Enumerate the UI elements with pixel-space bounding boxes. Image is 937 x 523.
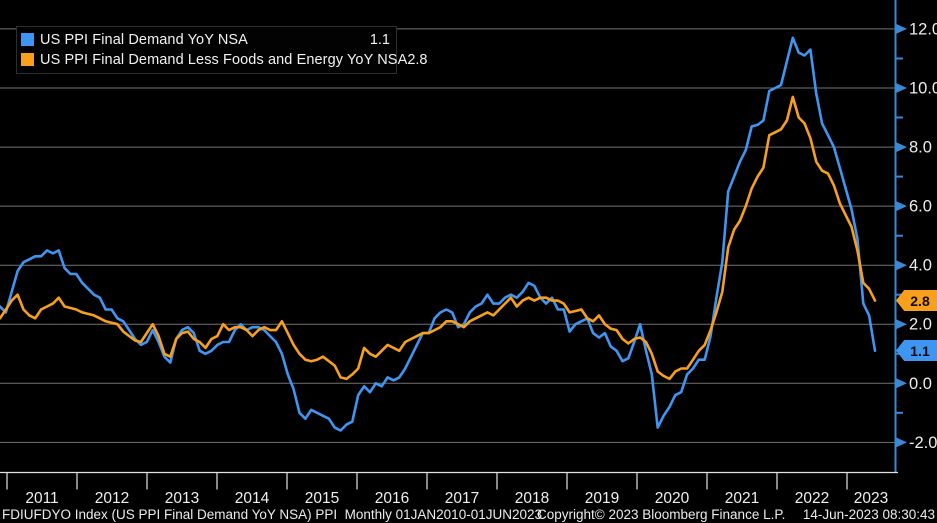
y-axis-tick	[896, 23, 907, 34]
series-line-core-ppi-yoy	[0, 95, 877, 381]
last-value-badge-core-ppi: 2.8	[896, 290, 937, 311]
x-axis-year-label: 2016	[375, 490, 409, 507]
status-bar: FDIUFDYO Index (US PPI Final Demand YoY …	[0, 505, 937, 523]
y-axis-tick	[896, 142, 907, 153]
x-axis-year-label: 2019	[585, 490, 619, 507]
x-axis-year-label: 2017	[445, 490, 479, 507]
legend-row-ppi-yoy[interactable]: US PPI Final Demand YoY NSA 1.1	[21, 30, 390, 49]
legend-label-core-ppi-yoy: US PPI Final Demand Less Foods and Energ…	[40, 51, 408, 68]
chart-legend: US PPI Final Demand YoY NSA 1.1 US PPI F…	[16, 26, 428, 74]
y-axis-tick	[896, 83, 907, 93]
series-line-ppi-final-demand-yoy	[0, 36, 877, 432]
x-axis-year-label: 2021	[725, 490, 759, 507]
legend-value-ppi-yoy: 1.1	[369, 31, 390, 48]
y-axis-tick	[896, 437, 907, 448]
x-axis-year-label: 2015	[305, 490, 339, 507]
x-axis-year-label: 2012	[95, 490, 129, 507]
y-axis-label: 6.0	[909, 198, 932, 216]
x-axis-year-label: 2011	[25, 490, 58, 507]
y-axis-label: 10.0	[909, 80, 937, 98]
y-axis-label: 8.0	[909, 139, 932, 157]
y-axis-tick	[896, 201, 907, 212]
y-axis-label: 12.0	[909, 20, 937, 38]
series-color-swatch-orange	[21, 53, 34, 66]
ticker-description-text: FDIUFDYO Index (US PPI Final Demand YoY …	[2, 507, 542, 522]
legend-row-core-ppi-yoy[interactable]: US PPI Final Demand Less Foods and Energ…	[21, 50, 428, 69]
x-axis-year-label: 2023	[854, 490, 888, 507]
y-axis-tick	[896, 260, 907, 271]
x-axis-year-label: 2022	[795, 490, 829, 507]
x-axis-year-label: 2018	[515, 490, 549, 507]
y-axis-tick	[896, 319, 907, 330]
y-axis-label: 4.0	[909, 257, 932, 275]
x-axis-year-label: 2020	[655, 490, 690, 507]
legend-label-ppi-yoy: US PPI Final Demand YoY NSA	[40, 31, 248, 48]
legend-value-core-ppi-yoy: 2.8	[407, 51, 428, 68]
series-color-swatch-blue	[21, 33, 34, 46]
y-axis-label: -2.0	[909, 434, 937, 452]
timestamp-text: 14-Jun-2023 08:30:43	[802, 507, 935, 522]
x-axis-year-label: 2013	[165, 490, 199, 507]
y-axis-tick	[896, 378, 907, 389]
last-value-badge-ppi: 1.1	[896, 340, 937, 361]
copyright-text: Copyright© 2023 Bloomberg Finance L.P.	[537, 507, 786, 522]
y-axis-label: 0.0	[909, 375, 932, 393]
x-axis-year-label: 2014	[235, 490, 270, 507]
y-axis-label: 2.0	[909, 316, 932, 334]
